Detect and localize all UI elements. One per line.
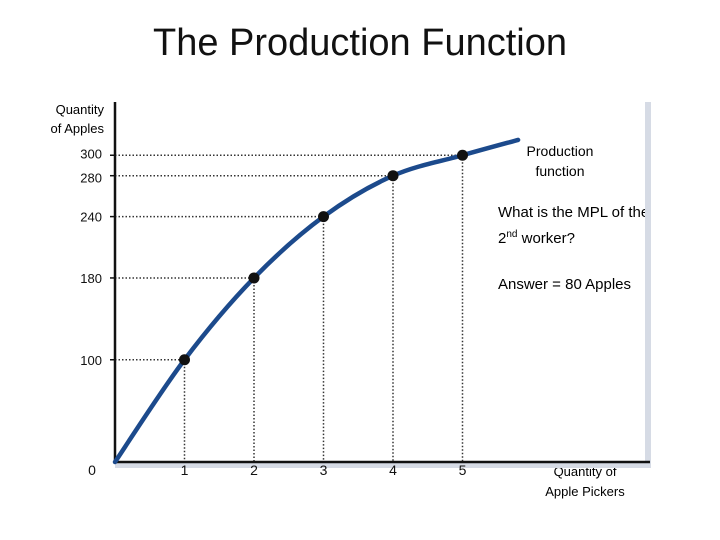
data-point	[179, 354, 190, 366]
series-label: Production function	[508, 141, 612, 181]
answer-text: Answer = 80 Apples	[498, 276, 632, 293]
y-tick-label: 280	[80, 171, 102, 186]
x-axis-label-line-2: Apple Pickers	[545, 484, 625, 499]
plot-shadow-right	[645, 102, 651, 468]
y-axis-label: Quantity of Apples	[24, 100, 105, 138]
question-rest: worker?	[517, 230, 575, 247]
x-tick-label: 5	[459, 462, 467, 478]
data-point	[457, 149, 468, 161]
plot-shadow-bottom	[115, 462, 651, 468]
question-ordinal: 2	[498, 230, 507, 247]
series-label-line-2: function	[535, 163, 585, 179]
question-ordinal-suffix: nd	[506, 229, 518, 240]
data-point	[318, 211, 329, 223]
question-text: What is the MPL of the 2nd worker?	[498, 202, 698, 250]
y-tick-label: 240	[80, 210, 102, 225]
y-axis-label-line-2: of Apples	[50, 121, 105, 136]
y-axis-label-line-1: Quantity	[55, 102, 104, 117]
x-tick-label: 3	[320, 462, 328, 478]
y-tick-label: 180	[80, 271, 102, 286]
data-point	[387, 170, 399, 182]
production-function-curve	[112, 137, 521, 465]
x-tick-label: 4	[389, 462, 397, 478]
y-tick-label: 100	[80, 353, 102, 368]
y-tick-label: 300	[80, 146, 102, 161]
data-point	[248, 272, 260, 284]
question-line-1: What is the MPL of the	[498, 204, 650, 221]
x-tick-label: 1	[181, 462, 189, 478]
series-label-line-1: Production	[526, 143, 594, 159]
x-tick-label: 2	[250, 462, 258, 478]
question-line-2: 2nd worker?	[498, 224, 698, 250]
chart-title: The Production Function	[152, 22, 567, 64]
x-tick-label: 0	[88, 462, 96, 478]
